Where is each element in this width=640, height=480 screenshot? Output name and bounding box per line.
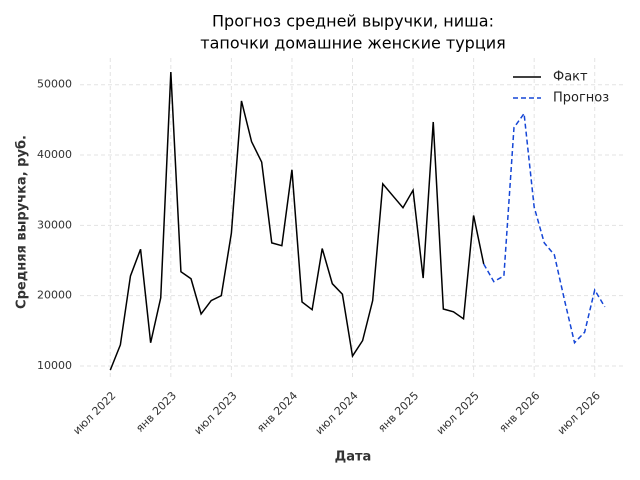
series-line — [109, 72, 485, 371]
y-tick-label: 40000 — [37, 148, 72, 161]
x-tick-label: июл 2024 — [313, 389, 361, 437]
y-axis-label: Средняя выручка, руб. — [15, 135, 30, 309]
x-tick-label: янв 2023 — [133, 389, 179, 435]
y-tick-label: 10000 — [37, 359, 72, 372]
chart-title: тапочки домашние женские турция — [200, 34, 506, 53]
x-tick-label: янв 2025 — [375, 389, 421, 435]
x-tick-label: июл 2025 — [434, 389, 482, 437]
x-tick-label: июл 2023 — [192, 389, 240, 437]
y-tick-label: 20000 — [37, 289, 72, 302]
x-tick-label: июл 2026 — [555, 389, 603, 437]
series-line — [483, 111, 606, 345]
x-tick-label: июл 2022 — [70, 389, 118, 437]
y-tick-label: 30000 — [37, 218, 72, 231]
x-tick-label: янв 2024 — [254, 389, 300, 435]
chart-title: Прогноз средней выручки, ниша: — [212, 12, 494, 31]
legend-label: Прогноз — [553, 91, 609, 106]
x-axis-label: Дата — [335, 450, 372, 465]
legend-label: Факт — [553, 70, 588, 85]
y-tick-label: 50000 — [37, 78, 72, 91]
x-tick-label: янв 2026 — [497, 389, 543, 435]
